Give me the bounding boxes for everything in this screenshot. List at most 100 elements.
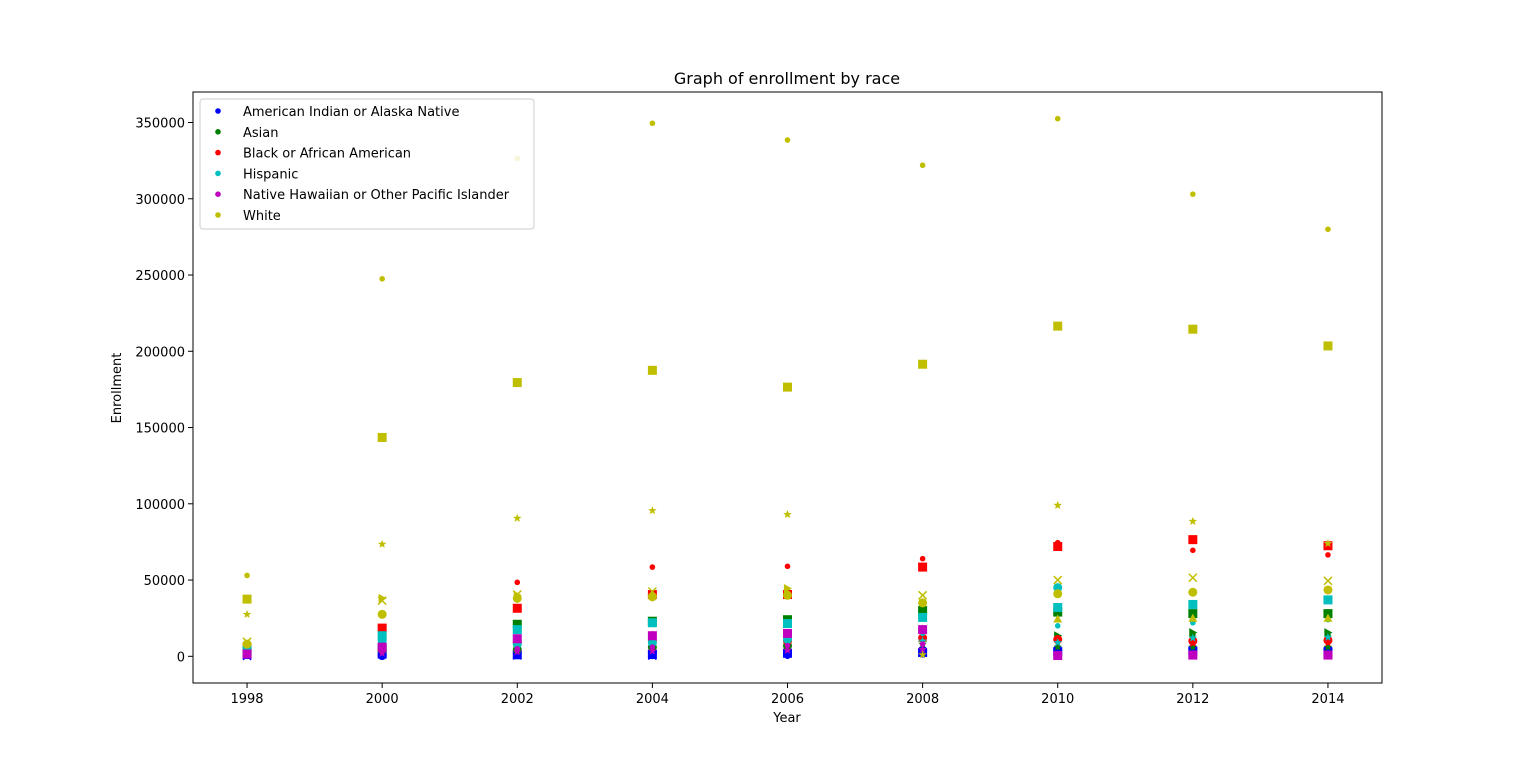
- data-point: [918, 625, 928, 635]
- series-5: [242, 625, 1333, 661]
- data-point: [783, 645, 792, 654]
- legend-swatch: [215, 129, 221, 135]
- x-tick-label: 2002: [501, 692, 534, 707]
- data-point: [647, 365, 657, 375]
- data-point: [244, 572, 250, 579]
- data-point: [1053, 642, 1063, 651]
- data-point: [649, 564, 656, 570]
- data-point: [1188, 649, 1198, 659]
- data-point: [1053, 638, 1063, 647]
- data-point: [377, 623, 387, 633]
- data-point: [512, 619, 522, 629]
- y-tick-label: 300000: [135, 193, 185, 208]
- data-point: [784, 563, 791, 570]
- x-tick-label: 2006: [771, 692, 804, 707]
- data-point: [1188, 535, 1198, 545]
- data-point: [1323, 576, 1333, 586]
- data-point: [647, 631, 657, 641]
- data-point: [918, 590, 928, 600]
- legend-swatch: [215, 212, 221, 218]
- data-point: [648, 646, 657, 655]
- data-point: [1188, 613, 1198, 622]
- data-point: [1053, 650, 1063, 659]
- data-point: [1323, 541, 1333, 551]
- data-point: [1324, 628, 1333, 638]
- legend-swatch: [215, 108, 221, 114]
- data-point: [1323, 613, 1333, 622]
- legend-entry: Black or African American: [243, 147, 411, 162]
- data-point: [647, 651, 657, 661]
- data-point: [512, 603, 522, 613]
- data-point: [512, 625, 522, 635]
- data-point: [918, 606, 928, 616]
- data-point: [1053, 500, 1063, 509]
- data-point: [918, 644, 927, 654]
- x-tick-label: 2014: [1311, 692, 1344, 707]
- data-point: [242, 650, 252, 659]
- data-point: [1189, 628, 1198, 638]
- data-point: [1190, 191, 1196, 197]
- data-point: [242, 639, 252, 649]
- data-point: [1053, 589, 1063, 599]
- data-point: [1323, 538, 1333, 548]
- data-point: [918, 636, 927, 645]
- data-point: [783, 509, 792, 519]
- data-point: [1188, 573, 1198, 583]
- data-point: [783, 619, 792, 629]
- data-point: [647, 618, 657, 628]
- y-tick-label: 200000: [135, 345, 185, 360]
- y-tick-label: 150000: [135, 422, 185, 437]
- data-point: [1323, 595, 1333, 605]
- data-point: [783, 650, 792, 659]
- data-point: [1323, 635, 1333, 645]
- data-point: [1323, 585, 1333, 595]
- data-point: [1053, 607, 1063, 617]
- data-point: [784, 137, 791, 143]
- legend-entry: American Indian or Alaska Native: [243, 105, 459, 120]
- chart-title: Graph of enrollment by race: [674, 69, 900, 88]
- data-point: [919, 555, 926, 562]
- data-point: [513, 590, 522, 600]
- data-point: [918, 612, 928, 622]
- legend-box: [199, 98, 535, 230]
- data-point: [512, 513, 522, 522]
- data-point: [1323, 649, 1333, 659]
- data-point: [1325, 552, 1331, 558]
- data-point: [1323, 609, 1333, 619]
- data-point: [1053, 321, 1063, 331]
- legend-swatch: [215, 170, 221, 177]
- data-point: [783, 628, 792, 638]
- data-point: [918, 359, 928, 369]
- data-point: [1188, 599, 1198, 609]
- data-point: [1323, 341, 1333, 351]
- data-point: [918, 650, 927, 659]
- x-tick-label: 2012: [1176, 692, 1209, 707]
- data-point: [377, 539, 387, 548]
- data-point: [377, 648, 387, 657]
- data-point: [918, 598, 928, 608]
- data-point: [1188, 642, 1198, 651]
- legend-swatch: [215, 191, 221, 197]
- legend-entry: Native Hawaiian or Other Pacific Islande…: [243, 188, 510, 203]
- legend-entry: Asian: [243, 126, 278, 141]
- x-tick-label: 2004: [636, 692, 669, 707]
- y-tick-label: 250000: [135, 269, 185, 284]
- data-point: [783, 382, 792, 392]
- data-point: [918, 562, 928, 572]
- data-point: [512, 634, 522, 644]
- x-axis: 1998 2000 2002 2004 2006 2008 2010 2012 2014: [230, 683, 1345, 707]
- data-point: [1053, 603, 1063, 613]
- data-point: [783, 583, 792, 593]
- data-point: [1188, 324, 1198, 334]
- data-point: [1325, 226, 1331, 233]
- y-tick-label: 50000: [144, 574, 185, 589]
- data-point: [1188, 633, 1198, 642]
- data-point: [1190, 547, 1196, 554]
- data-point: [1188, 636, 1198, 646]
- data-point: [783, 590, 792, 600]
- data-point: [1188, 587, 1198, 597]
- x-tick-label: 2008: [906, 692, 939, 707]
- data-point: [1323, 632, 1333, 641]
- data-point: [647, 592, 657, 602]
